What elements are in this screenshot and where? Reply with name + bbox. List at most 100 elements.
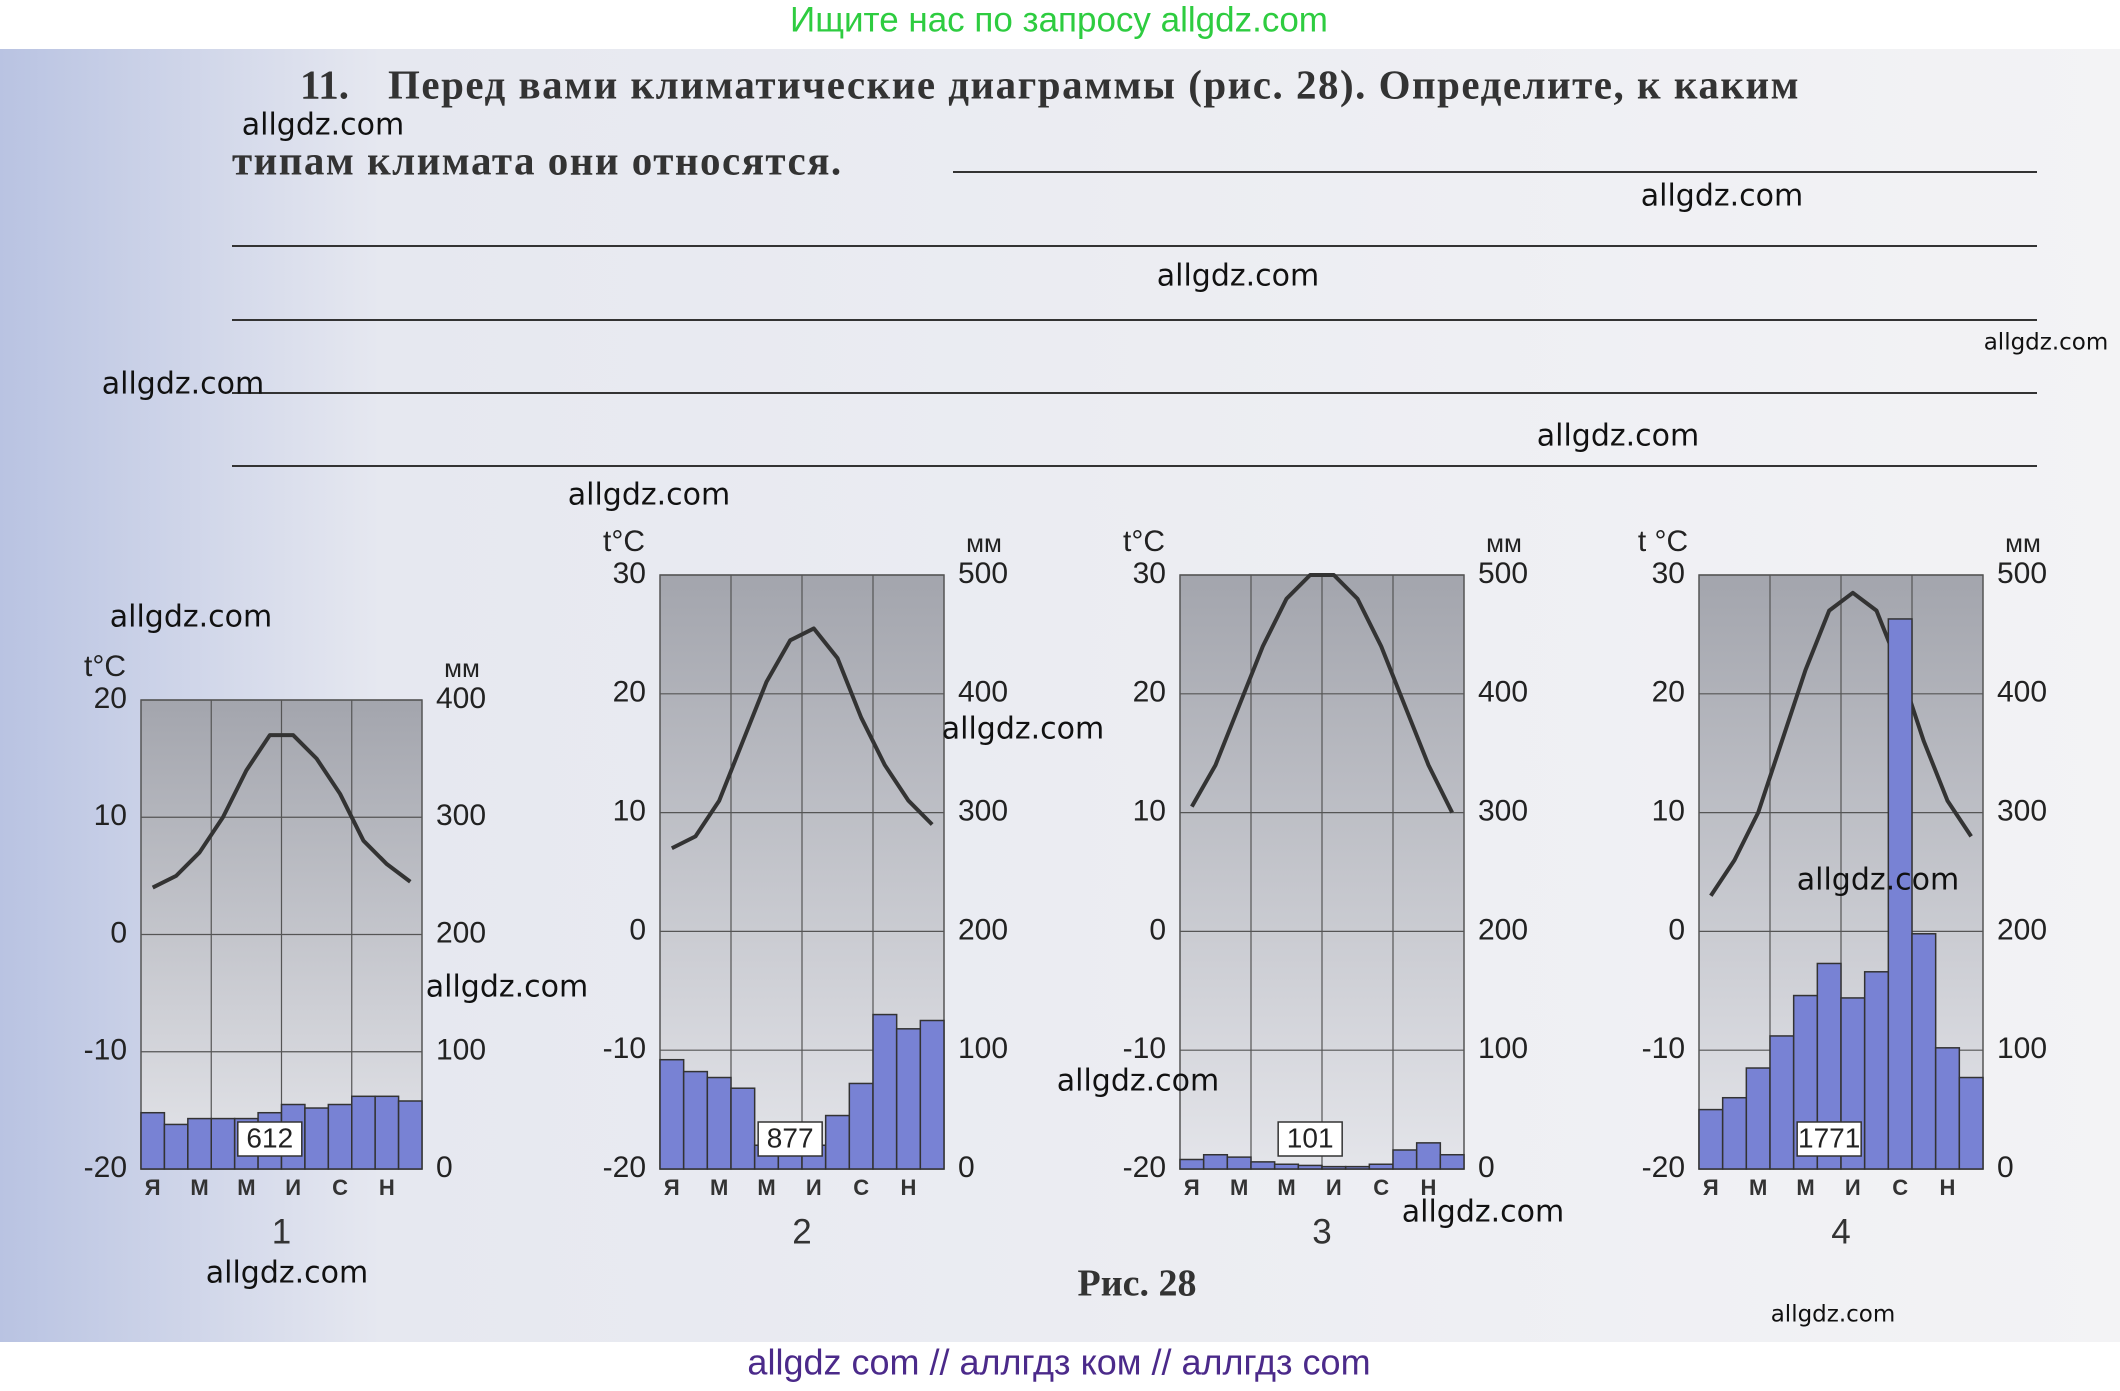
precipitation-bar <box>1226 1156 1252 1170</box>
watermark: allgdz.com <box>426 970 589 1005</box>
x-tick-label: Н <box>1940 1175 1956 1200</box>
total-box <box>757 1121 823 1157</box>
watermark: allgdz.com <box>102 367 265 402</box>
x-tick-label: М <box>1796 1175 1814 1200</box>
precipitation-bar <box>1321 1165 1347 1170</box>
temperature-line <box>151 733 412 890</box>
precipitation-bar <box>304 1107 330 1170</box>
precipitation-bar <box>163 1123 189 1170</box>
precipitation-bar <box>397 1100 423 1170</box>
precipitation-bar <box>706 1076 732 1170</box>
precipitation-bar <box>895 1028 922 1170</box>
watermark: allgdz.com <box>1057 1064 1220 1099</box>
task-text: Перед вами климатические диаграммы (рис.… <box>388 61 1800 107</box>
watermark: allgdz.com <box>1797 863 1960 898</box>
y-tick-label: 30 <box>1652 557 1685 590</box>
precipitation-bar <box>1273 1163 1300 1170</box>
x-tick-label: М <box>1749 1175 1767 1200</box>
y-tick-label: 10 <box>1652 795 1685 828</box>
precipitation-bar <box>1179 1158 1205 1170</box>
y2-tick-label: 0 <box>1478 1151 1495 1184</box>
y2-tick-label: 100 <box>1997 1032 2047 1065</box>
temperature-line <box>1709 590 1973 897</box>
y2-tick-label: 400 <box>1478 676 1528 709</box>
x-tick-label: М <box>710 1175 728 1200</box>
precipitation-bar <box>682 1070 709 1170</box>
y2-tick-label: 500 <box>1478 557 1528 590</box>
y2-tick-label: 0 <box>436 1151 453 1184</box>
y-tick-label: -20 <box>1123 1151 1166 1184</box>
precipitation-bar <box>1344 1165 1371 1170</box>
x-tick-label: С <box>332 1175 348 1200</box>
y2-tick-label: 300 <box>436 799 486 832</box>
y2-tick-label: 200 <box>1478 913 1528 946</box>
y-tick-label: 0 <box>110 916 127 949</box>
y-tick-label: 0 <box>1668 913 1685 946</box>
x-tick-label: И <box>285 1175 301 1200</box>
y2-tick-label: 300 <box>1478 795 1528 828</box>
chart-number: 1 <box>272 1212 291 1251</box>
precipitation-bar <box>1439 1153 1465 1170</box>
y-tick-label: -10 <box>1642 1032 1685 1065</box>
x-tick-label: Я <box>664 1175 680 1200</box>
answer-lines <box>232 171 2037 467</box>
y2-axis-label: мм <box>966 528 1002 558</box>
precipitation-bar <box>210 1117 236 1170</box>
x-tick-label: И <box>806 1175 822 1200</box>
y-tick-label: -10 <box>603 1032 646 1065</box>
x-tick-label: Я <box>145 1175 161 1200</box>
chart-number: 2 <box>792 1212 811 1251</box>
x-tick-label: С <box>1373 1175 1389 1200</box>
watermark: allgdz.com <box>1157 259 1320 294</box>
y2-tick-label: 100 <box>958 1032 1008 1065</box>
x-tick-label: Н <box>379 1175 395 1200</box>
x-tick-label: И <box>1326 1175 1342 1200</box>
footer: allgdz com // аллгдз ком // аллгдз com <box>747 1342 1370 1383</box>
y-tick-label: -10 <box>1123 1032 1166 1065</box>
y-axis-label: t°C <box>1123 525 1165 558</box>
task-number: 11. <box>300 61 349 107</box>
watermark: allgdz.com <box>1641 179 1804 214</box>
y2-axis-label: мм <box>444 653 480 683</box>
precipitation-bar <box>1911 933 1937 1170</box>
x-tick-label: М <box>757 1175 775 1200</box>
watermark: allgdz.com <box>242 108 405 143</box>
y2-tick-label: 200 <box>958 913 1008 946</box>
precipitation-bar <box>1863 971 1890 1170</box>
watermark: allgdz.com <box>1402 1195 1565 1230</box>
y-tick-label: -20 <box>1642 1151 1685 1184</box>
precipitation-bar <box>187 1117 212 1170</box>
x-tick-label: Я <box>1184 1175 1200 1200</box>
total-label: 877 <box>767 1122 814 1153</box>
precipitation-bar <box>1698 1108 1724 1170</box>
precipitation-bar <box>1202 1153 1229 1170</box>
precipitation-bar <box>1934 1047 1961 1170</box>
y2-tick-label: 0 <box>1997 1151 2014 1184</box>
y2-tick-label: 200 <box>436 916 486 949</box>
caption: Рис. 28 <box>1078 1263 1197 1305</box>
precipitation-bar <box>1887 618 1913 1170</box>
y-tick-label: -20 <box>84 1151 127 1184</box>
y2-tick-label: 500 <box>958 557 1008 590</box>
x-tick-label: С <box>853 1175 869 1200</box>
precipitation-bar <box>374 1095 400 1170</box>
total-box <box>1796 1121 1862 1157</box>
watermark: allgdz.com <box>1771 1302 1896 1328</box>
y2-tick-label: 200 <box>1997 913 2047 946</box>
y-tick-label: 20 <box>1652 676 1685 709</box>
x-tick-label: Н <box>901 1175 917 1200</box>
watermark: allgdz.com <box>1537 419 1700 454</box>
precipitation-bar <box>1415 1142 1442 1170</box>
watermark: allgdz.com <box>110 600 273 635</box>
y-tick-label: -20 <box>603 1151 646 1184</box>
y-tick-label: 30 <box>613 557 646 590</box>
precipitation-bar <box>1297 1164 1323 1170</box>
y-tick-label: 10 <box>613 795 646 828</box>
x-tick-label: М <box>1277 1175 1295 1200</box>
precipitation-bar <box>351 1095 376 1170</box>
total-box <box>237 1121 303 1157</box>
y2-tick-label: 100 <box>436 1034 486 1067</box>
chart-number: 3 <box>1312 1212 1331 1251</box>
